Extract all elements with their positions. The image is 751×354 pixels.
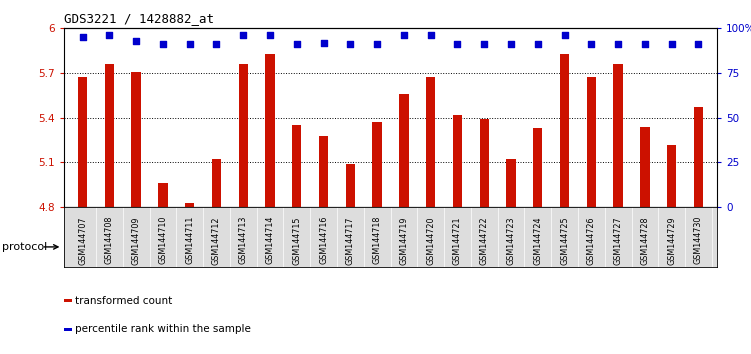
Bar	[292, 125, 301, 207]
Text: chimpanzee diet: chimpanzee diet	[106, 242, 193, 252]
Text: GSM144728: GSM144728	[641, 216, 650, 265]
Point	[264, 33, 276, 38]
Point	[318, 40, 330, 45]
Bar	[533, 128, 542, 207]
Text: transformed count: transformed count	[75, 296, 172, 306]
Point	[639, 41, 651, 47]
Bar	[640, 127, 650, 207]
Text: GSM144713: GSM144713	[239, 216, 248, 264]
Bar	[345, 164, 355, 207]
Point	[398, 33, 410, 38]
Text: GSM144726: GSM144726	[587, 216, 596, 265]
Point	[237, 33, 249, 38]
Bar	[78, 78, 87, 207]
Bar	[400, 94, 409, 207]
Point	[692, 41, 704, 47]
Bar	[64, 299, 72, 302]
Bar	[319, 136, 328, 207]
Text: GSM144725: GSM144725	[560, 216, 569, 265]
Point	[585, 41, 597, 47]
Text: human cafe diet: human cafe diet	[428, 242, 514, 252]
Text: GSM144721: GSM144721	[453, 216, 462, 265]
Bar	[372, 122, 382, 207]
Bar	[230, 227, 391, 267]
Text: GDS3221 / 1428882_at: GDS3221 / 1428882_at	[64, 12, 214, 25]
Text: control: control	[614, 242, 650, 252]
Bar	[239, 64, 248, 207]
Text: GSM144720: GSM144720	[426, 216, 435, 265]
Bar	[185, 202, 195, 207]
Point	[424, 33, 436, 38]
Bar	[453, 115, 462, 207]
Bar	[212, 159, 221, 207]
Bar	[69, 227, 230, 267]
Text: GSM144717: GSM144717	[346, 216, 355, 265]
Bar	[506, 159, 516, 207]
Text: GSM144711: GSM144711	[185, 216, 195, 264]
Bar	[480, 119, 489, 207]
Text: GSM144716: GSM144716	[319, 216, 328, 264]
Text: GSM144722: GSM144722	[480, 216, 489, 265]
Bar	[104, 64, 114, 207]
Text: GSM144724: GSM144724	[533, 216, 542, 265]
Point	[505, 41, 517, 47]
Text: GSM144729: GSM144729	[667, 216, 676, 265]
Text: GSM144718: GSM144718	[372, 216, 382, 264]
Text: GSM144715: GSM144715	[292, 216, 301, 265]
Text: GSM144710: GSM144710	[158, 216, 167, 264]
Text: GSM144712: GSM144712	[212, 216, 221, 265]
Text: human fast food diet: human fast food diet	[255, 242, 365, 252]
Bar	[560, 54, 569, 207]
Point	[559, 33, 571, 38]
Text: GSM144730: GSM144730	[694, 216, 703, 264]
Point	[184, 41, 196, 47]
Text: GSM144723: GSM144723	[506, 216, 515, 265]
Bar	[667, 144, 677, 207]
Text: GSM144708: GSM144708	[105, 216, 114, 264]
Point	[345, 41, 357, 47]
Text: percentile rank within the sample: percentile rank within the sample	[75, 324, 251, 334]
Point	[371, 41, 383, 47]
Point	[157, 41, 169, 47]
Point	[451, 41, 463, 47]
Bar	[391, 227, 551, 267]
Bar	[64, 328, 72, 331]
Point	[210, 41, 222, 47]
Bar	[265, 54, 275, 207]
Bar	[587, 78, 596, 207]
Point	[77, 34, 89, 40]
Bar	[551, 227, 712, 267]
Bar	[694, 107, 703, 207]
Point	[532, 41, 544, 47]
Point	[130, 38, 142, 44]
Text: GSM144709: GSM144709	[131, 216, 140, 265]
Bar	[158, 183, 167, 207]
Point	[104, 33, 116, 38]
Bar	[131, 72, 141, 207]
Text: GSM144727: GSM144727	[614, 216, 623, 265]
Text: protocol: protocol	[2, 242, 47, 252]
Point	[665, 41, 677, 47]
Point	[612, 41, 624, 47]
Point	[291, 41, 303, 47]
Text: GSM144719: GSM144719	[400, 216, 409, 265]
Bar	[426, 78, 436, 207]
Point	[478, 41, 490, 47]
Bar	[614, 64, 623, 207]
Text: GSM144707: GSM144707	[78, 216, 87, 265]
Text: GSM144714: GSM144714	[266, 216, 275, 264]
